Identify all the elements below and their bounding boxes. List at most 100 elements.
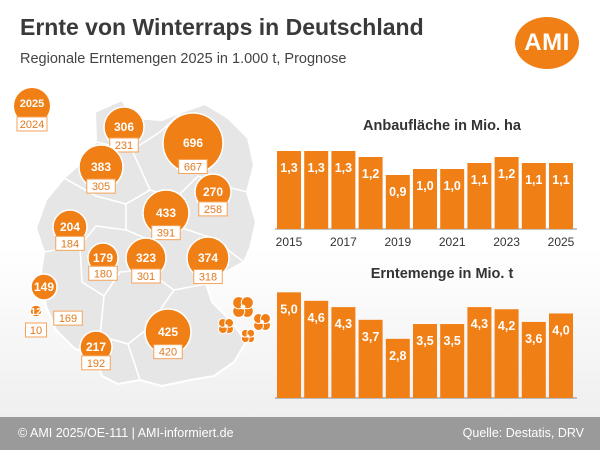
bar-value-label: 1,3 [308, 161, 325, 175]
bar [358, 319, 383, 398]
region-rp: 149 169 [30, 273, 83, 326]
x-tick-label: 2017 [330, 235, 357, 249]
region-value-2025: 149 [34, 280, 54, 294]
rapeseed-flower-icon [217, 296, 271, 344]
region-value-2025: 306 [114, 120, 134, 134]
bar [467, 163, 492, 229]
bar [358, 157, 383, 229]
region-value-2024: 192 [87, 358, 105, 370]
bar-value-label: 1,0 [416, 179, 433, 193]
region-value-2024: 391 [157, 228, 175, 240]
bar [494, 309, 519, 398]
bar [549, 313, 573, 398]
region-bubble [30, 273, 58, 301]
bar [440, 324, 465, 398]
region-sh: 306 231 [103, 106, 145, 153]
region-value-2024: 184 [61, 238, 79, 250]
region-mv: 696 667 [162, 112, 224, 174]
region-box-2024 [81, 355, 111, 371]
bar-value-label: 4,3 [471, 317, 488, 331]
region-value-2024: 301 [137, 271, 155, 283]
region-box-2024 [53, 310, 83, 326]
footer-source: Quelle: Destatis, DRV [462, 426, 584, 440]
bar-value-label: 1,1 [525, 173, 542, 187]
region-value-2025: 179 [93, 251, 113, 265]
region-value-2024: 258 [204, 204, 222, 216]
region-value-2024: 10 [30, 325, 42, 337]
region-box-2024 [153, 344, 183, 360]
region-value-2024: 420 [159, 347, 177, 359]
bar-value-label: 4,6 [308, 311, 325, 325]
region-value-2025: 425 [158, 325, 178, 339]
bar-value-label: 4,3 [335, 317, 352, 331]
region-value-2025: 696 [183, 136, 203, 150]
x-tick-label: 2025 [548, 235, 575, 249]
chart-title-area: Anbaufläche in Mio. ha [363, 118, 522, 134]
region-box-2024 [131, 268, 161, 284]
x-tick-label: 2015 [276, 235, 303, 249]
page-title: Ernte von Winterraps in Deutschland [20, 14, 424, 40]
region-box-2024 [55, 235, 85, 251]
legend-bubble [14, 88, 50, 124]
x-tick-label: 2021 [439, 235, 466, 249]
chart-title-harvest: Erntemenge in Mio. t [371, 266, 514, 282]
region-bubble [29, 304, 43, 318]
bar [521, 163, 546, 229]
region-by: 425 420 [144, 308, 192, 360]
region-sl: 12 10 [25, 304, 47, 338]
legend-current-year: 2025 [20, 98, 44, 110]
region-th: 323 301 [125, 237, 167, 284]
x-tick-label: 2023 [493, 235, 520, 249]
bar [304, 151, 329, 229]
bar-value-label: 3,5 [444, 334, 461, 348]
region-value-2025: 383 [91, 160, 111, 174]
bar-value-label: 1,1 [552, 173, 569, 187]
region-box-2024 [198, 201, 228, 217]
region-st: 433 391 [142, 189, 190, 241]
region-box-2024 [88, 265, 118, 281]
bar [304, 300, 329, 398]
bar-value-label: 1,2 [498, 167, 515, 181]
bar [494, 157, 519, 229]
bar-value-label: 3,5 [416, 334, 433, 348]
region-value-2025: 204 [60, 220, 80, 234]
bar-value-label: 4,2 [498, 319, 515, 333]
bar [277, 292, 301, 398]
region-value-2025: 270 [203, 185, 223, 199]
ami-logo: AMI [515, 17, 579, 69]
region-value-2025: 12 [30, 307, 42, 318]
bar-value-label: 2,8 [389, 349, 406, 363]
bar-value-label: 4,0 [552, 323, 569, 337]
footer-copyright: © AMI 2025/OE-111 | AMI-informiert.de [18, 426, 234, 440]
legend-previous-year: 2024 [20, 119, 44, 131]
footer: © AMI 2025/OE-111 | AMI-informiert.de Qu… [0, 417, 600, 450]
region-value-2024: 667 [184, 162, 202, 174]
region-value-2024: 169 [59, 313, 77, 325]
x-tick-label: 2019 [384, 235, 411, 249]
bar-value-label: 5,0 [280, 302, 297, 316]
region-value-2025: 323 [136, 251, 156, 265]
region-value-2024: 305 [92, 181, 110, 193]
region-value-2024: 231 [115, 140, 133, 152]
region-value-2024: 180 [94, 268, 112, 280]
region-box-2024 [109, 137, 139, 153]
region-value-2025: 374 [198, 251, 218, 265]
bar-value-label: 1,3 [280, 161, 297, 175]
bar [413, 169, 437, 229]
bar [467, 307, 492, 398]
bar-value-label: 3,7 [362, 330, 379, 344]
region-box-2024 [25, 322, 47, 338]
legend-box [16, 116, 48, 132]
region-sn: 374 318 [186, 236, 230, 285]
bar-value-label: 1,0 [444, 179, 461, 193]
bar-value-label: 3,6 [525, 332, 542, 346]
bar-value-label: 1,1 [471, 173, 488, 187]
region-box-2024 [178, 159, 208, 174]
harvest-chart: 5,0 4,6 4,3 3,7 2,8 3,5 3,5 4,3 4,2 3,6 4,0 [275, 292, 577, 399]
region-value-2025: 433 [156, 206, 176, 220]
